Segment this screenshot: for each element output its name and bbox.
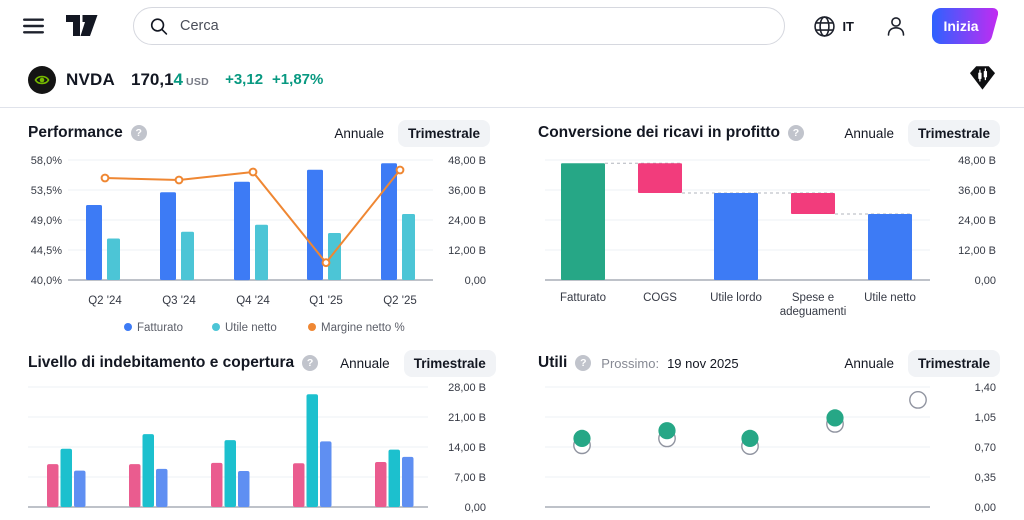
panel-debt-coverage: Livello di indebitamento e copertura ? A… bbox=[28, 346, 496, 520]
help-icon[interactable]: ? bbox=[788, 125, 805, 141]
search-bar[interactable] bbox=[133, 7, 785, 45]
svg-text:36,00 B: 36,00 B bbox=[448, 185, 486, 197]
quarterly-toggle[interactable]: Trimestrale bbox=[907, 349, 1000, 377]
earnings-chart: 1,40 1,05 0,70 0,35 0,00 bbox=[538, 380, 1000, 520]
svg-text:24,00 B: 24,00 B bbox=[958, 215, 996, 227]
search-input[interactable] bbox=[178, 17, 768, 35]
svg-text:12,00 B: 12,00 B bbox=[448, 245, 486, 257]
svg-text:Q3 '24: Q3 '24 bbox=[162, 295, 196, 307]
supercharts-diamond-button[interactable] bbox=[967, 63, 998, 96]
menu-button[interactable] bbox=[18, 13, 50, 39]
annual-toggle[interactable]: Annuale bbox=[838, 121, 900, 146]
svg-text:Utile lordo: Utile lordo bbox=[710, 292, 762, 304]
svg-text:28,00 B: 28,00 B bbox=[448, 382, 486, 394]
language-label: IT bbox=[842, 18, 854, 34]
svg-text:48,00 B: 48,00 B bbox=[958, 155, 996, 167]
svg-text:36,00 B: 36,00 B bbox=[958, 185, 996, 197]
help-icon[interactable]: ? bbox=[575, 355, 592, 371]
svg-text:Margine netto %: Margine netto % bbox=[321, 322, 405, 334]
svg-text:Q2 '25: Q2 '25 bbox=[383, 295, 417, 307]
search-icon bbox=[150, 17, 168, 35]
panel-earnings: Utili ? Prossimo: 19 nov 2025 Annuale Tr… bbox=[538, 346, 1000, 520]
globe-icon bbox=[814, 15, 836, 37]
panel-title: Conversione dei ricavi in profitto bbox=[538, 124, 781, 141]
svg-text:1,40: 1,40 bbox=[975, 382, 996, 394]
svg-text:COGS: COGS bbox=[643, 292, 677, 304]
svg-text:0,70: 0,70 bbox=[975, 442, 996, 454]
debt-coverage-chart: 28,00 B 21,00 B 14,00 B 7,00 B 0,00 bbox=[28, 380, 490, 520]
svg-text:1,05: 1,05 bbox=[975, 412, 996, 424]
svg-text:Utile netto: Utile netto bbox=[225, 322, 277, 334]
get-started-button[interactable]: Inizia bbox=[932, 8, 998, 44]
annual-toggle[interactable]: Annuale bbox=[334, 351, 396, 376]
svg-text:7,00 B: 7,00 B bbox=[454, 472, 486, 484]
price-currency: USD bbox=[186, 75, 210, 88]
cta-label: Inizia bbox=[943, 18, 979, 34]
svg-text:Fatturato: Fatturato bbox=[137, 322, 183, 334]
svg-text:0,00: 0,00 bbox=[975, 275, 996, 287]
svg-text:40,0%: 40,0% bbox=[31, 275, 62, 287]
quarterly-toggle[interactable]: Trimestrale bbox=[397, 119, 490, 147]
svg-text:adeguamenti: adeguamenti bbox=[780, 306, 847, 318]
svg-text:24,00 B: 24,00 B bbox=[448, 215, 486, 227]
price-last-digit: 4 bbox=[173, 69, 183, 89]
panel-performance: Performance ? Annuale Trimestrale 48,00 … bbox=[28, 116, 490, 340]
symbol-price: 170,1 4 USD bbox=[131, 70, 209, 90]
language-button[interactable]: IT bbox=[807, 14, 860, 39]
svg-text:0,35: 0,35 bbox=[975, 472, 996, 484]
tradingview-logo[interactable] bbox=[62, 11, 103, 41]
financials-grid: Performance ? Annuale Trimestrale 48,00 … bbox=[0, 108, 1024, 520]
price-change-percent: +1,87% bbox=[272, 71, 324, 88]
annual-toggle[interactable]: Annuale bbox=[328, 121, 390, 146]
next-earnings-date: 19 nov 2025 bbox=[667, 355, 739, 371]
svg-text:Q1 '25: Q1 '25 bbox=[309, 295, 343, 307]
revenue-to-profit-chart: 48,00 B 36,00 B 24,00 B 12,00 B 0,00 Fatturat… bbox=[538, 150, 1000, 322]
svg-text:58,0%: 58,0% bbox=[31, 155, 62, 167]
quarterly-toggle[interactable]: Trimestrale bbox=[907, 119, 1000, 147]
symbol-name: NVDA bbox=[66, 69, 115, 89]
svg-text:Q2 '24: Q2 '24 bbox=[88, 295, 122, 307]
svg-text:53,5%: 53,5% bbox=[31, 185, 62, 197]
hamburger-icon bbox=[23, 18, 44, 34]
svg-text:14,00 B: 14,00 B bbox=[448, 442, 486, 454]
tradingview-logo-icon bbox=[66, 15, 98, 36]
next-earnings-label: Prossimo: bbox=[601, 355, 660, 371]
cta-background-shape bbox=[932, 8, 998, 44]
performance-chart: 48,00 B 58,0% 36,00 B 53,5% 24,00 B 49,0% 12,0… bbox=[28, 150, 490, 340]
panel-title: Performance bbox=[28, 124, 123, 141]
svg-text:0,00: 0,00 bbox=[465, 275, 486, 287]
nvda-logo bbox=[28, 65, 56, 94]
top-navigation-bar: IT Inizia bbox=[0, 0, 1024, 52]
annual-toggle[interactable]: Annuale bbox=[838, 351, 900, 376]
help-icon[interactable]: ? bbox=[302, 355, 319, 371]
svg-text:21,00 B: 21,00 B bbox=[448, 412, 486, 424]
user-profile-button[interactable] bbox=[880, 10, 912, 42]
diamond-chart-icon bbox=[969, 66, 996, 90]
price-change: +3,12 bbox=[225, 71, 264, 88]
svg-text:0,00: 0,00 bbox=[975, 502, 996, 514]
quarterly-toggle[interactable]: Trimestrale bbox=[403, 349, 496, 377]
svg-text:49,0%: 49,0% bbox=[31, 215, 62, 227]
topbar-right-group: IT Inizia bbox=[807, 8, 998, 44]
svg-text:12,00 B: 12,00 B bbox=[958, 245, 996, 257]
help-icon[interactable]: ? bbox=[130, 125, 147, 141]
svg-text:Q4 '24: Q4 '24 bbox=[236, 295, 270, 307]
panel-revenue-to-profit: Conversione dei ricavi in profitto ? Ann… bbox=[538, 116, 1000, 340]
panel-title: Livello di indebitamento e copertura bbox=[28, 354, 295, 371]
panel-title: Utili bbox=[538, 354, 568, 371]
svg-text:Spese e: Spese e bbox=[792, 292, 834, 304]
symbol-header: NVDA 170,1 4 USD +3,12 +1,87% bbox=[0, 52, 1024, 108]
svg-text:44,5%: 44,5% bbox=[31, 245, 62, 257]
svg-text:48,00 B: 48,00 B bbox=[448, 155, 486, 167]
price-main: 170,1 bbox=[130, 69, 174, 89]
user-icon bbox=[887, 17, 905, 36]
svg-text:0,00: 0,00 bbox=[465, 502, 486, 514]
svg-text:Utile netto: Utile netto bbox=[864, 292, 916, 304]
svg-text:Fatturato: Fatturato bbox=[560, 292, 606, 304]
